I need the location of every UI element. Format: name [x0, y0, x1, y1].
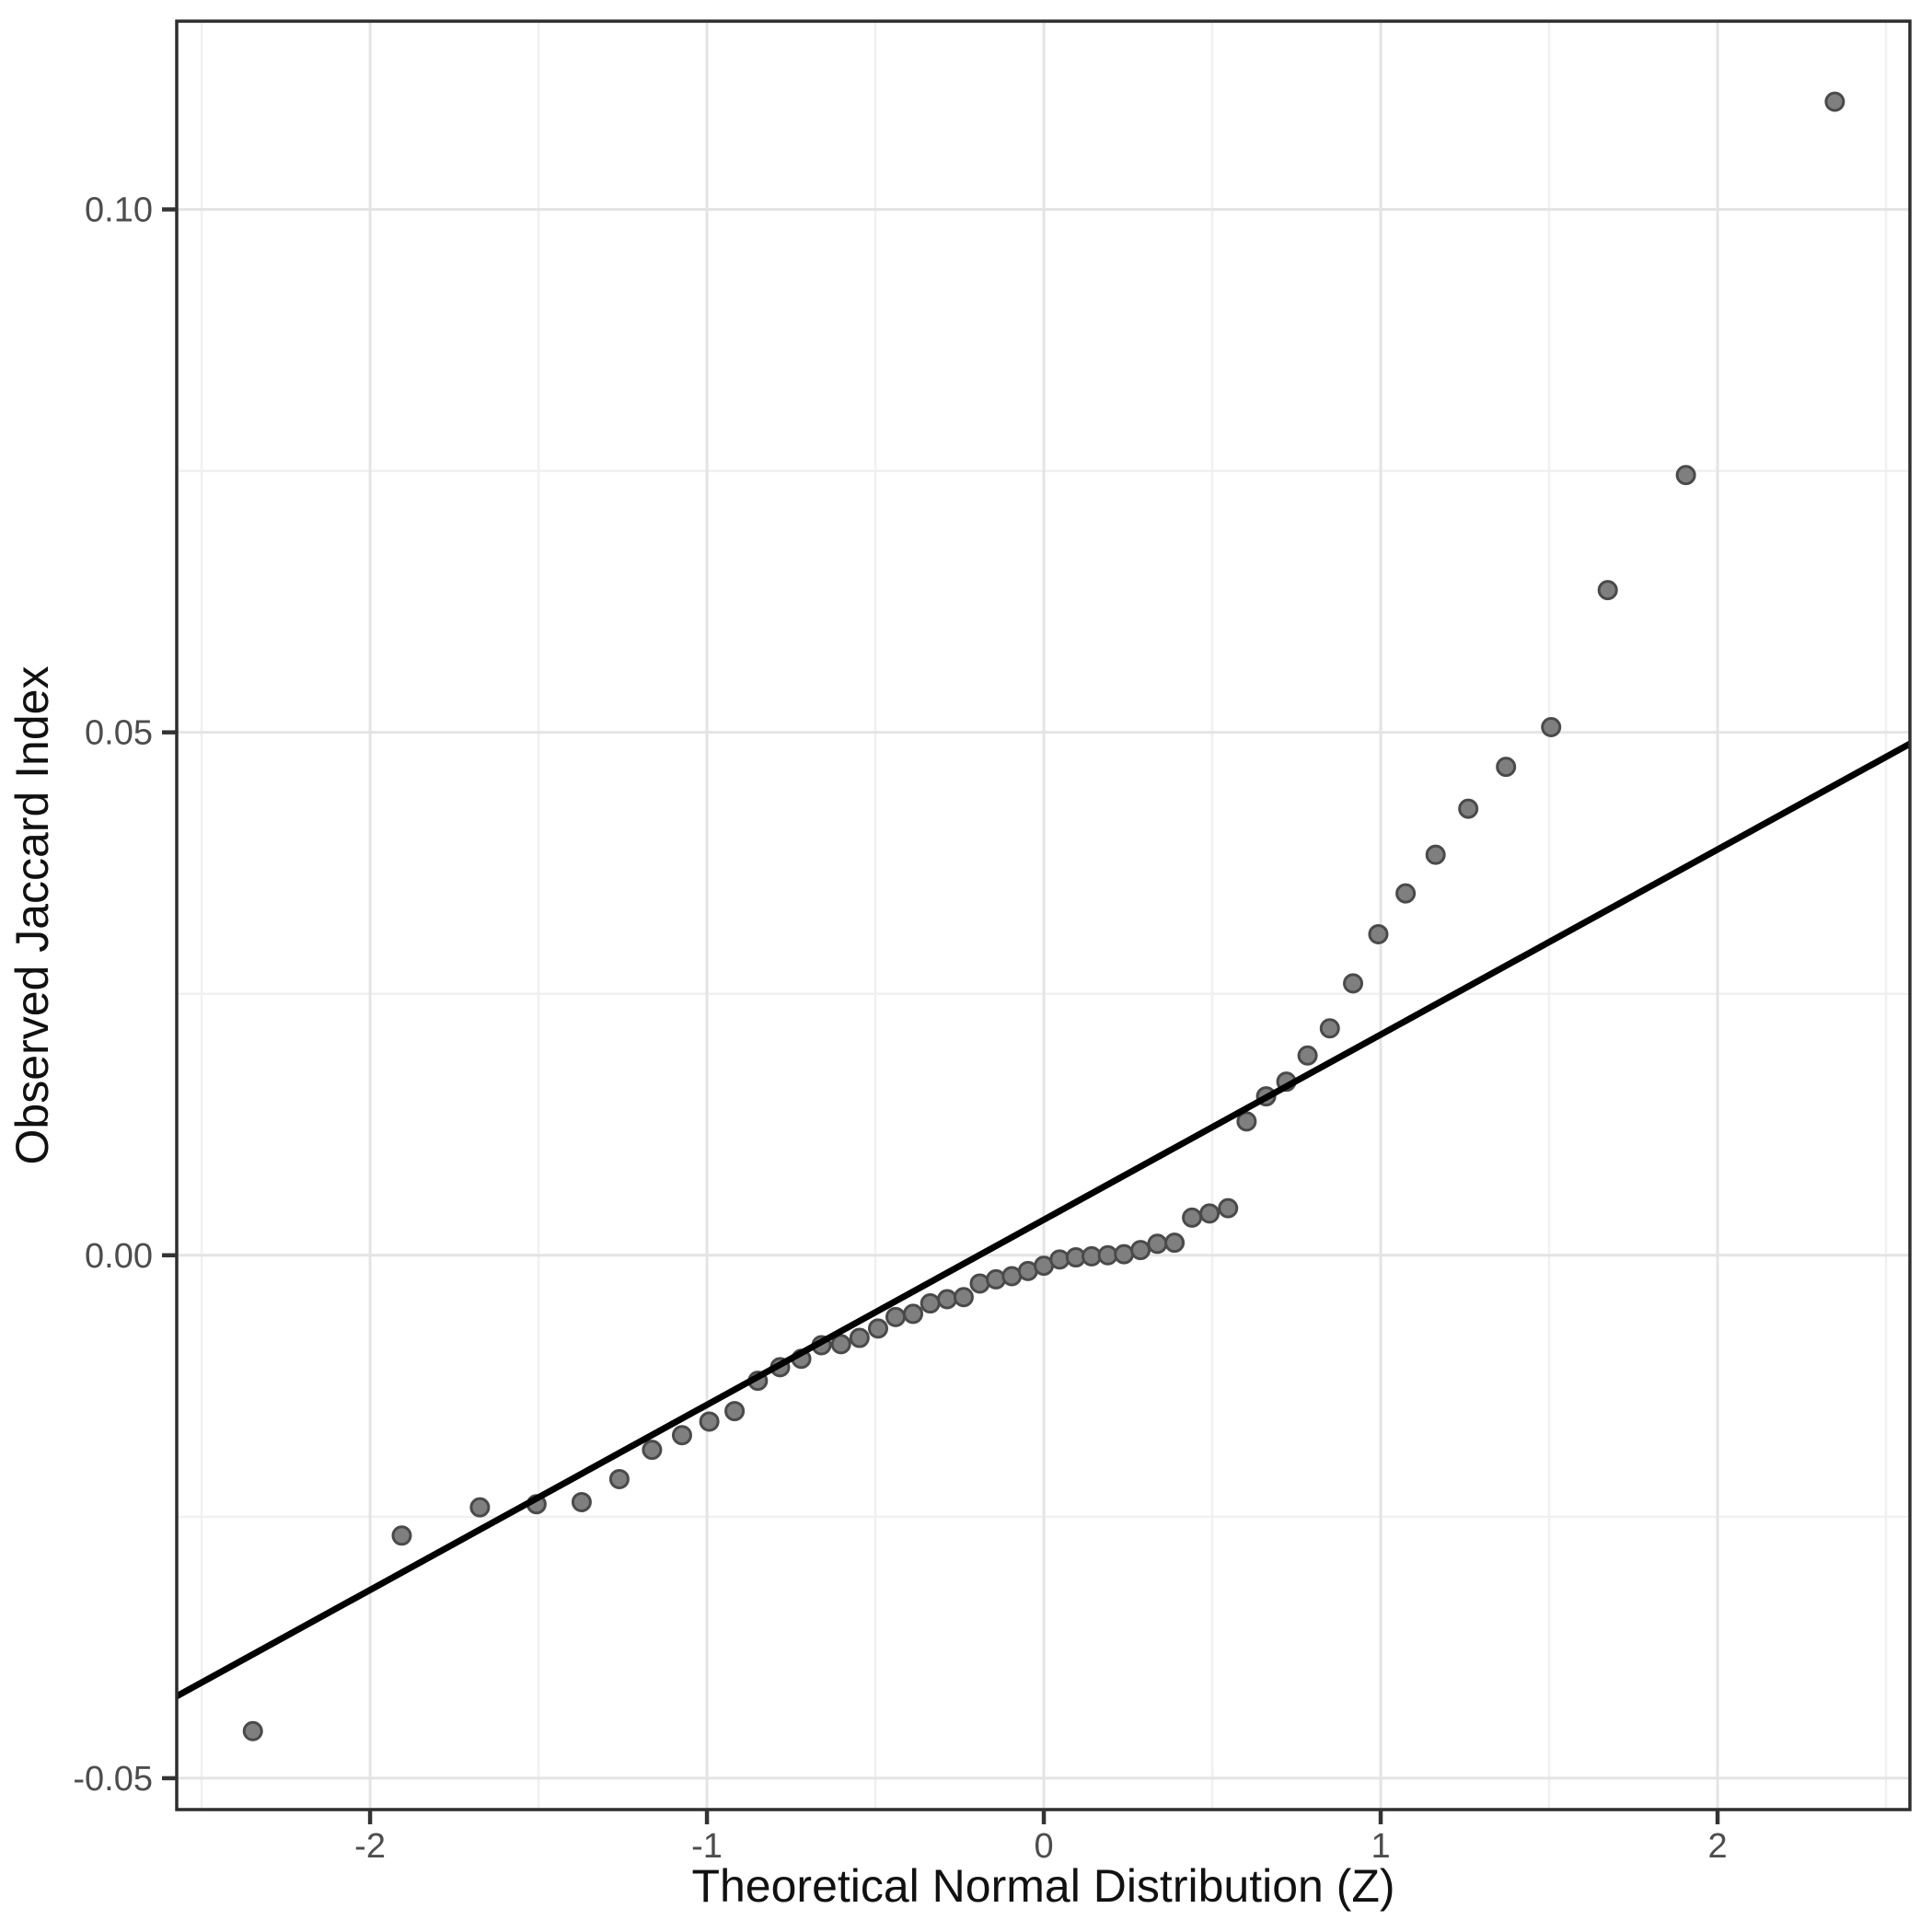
data-point	[1199, 1203, 1221, 1224]
y-tick-label: -0.05	[73, 1760, 153, 1799]
data-point	[903, 1303, 924, 1325]
data-point	[849, 1327, 870, 1348]
data-point	[1368, 923, 1389, 944]
data-point	[242, 1720, 263, 1741]
data-point	[920, 1293, 941, 1314]
x-tick-label: 0	[1034, 1827, 1053, 1866]
data-point	[986, 1268, 1007, 1290]
data-point	[469, 1497, 491, 1518]
data-point	[1597, 580, 1618, 601]
data-point	[830, 1334, 851, 1355]
data-point	[1675, 465, 1696, 486]
data-point	[1824, 91, 1845, 112]
data-point	[1458, 798, 1479, 819]
data-point	[724, 1401, 746, 1422]
data-point	[1164, 1232, 1186, 1254]
data-points	[242, 91, 1845, 1741]
major-gridlines	[177, 21, 1910, 1810]
data-point	[953, 1287, 974, 1308]
data-point	[391, 1525, 412, 1546]
data-point	[937, 1289, 958, 1310]
x-tick-label: 2	[1707, 1827, 1727, 1866]
data-point	[885, 1306, 907, 1327]
y-axis-title: Observed Jaccard Index	[6, 666, 58, 1165]
y-axis-tick-labels: 0.10 0.05 0.00 -0.05	[73, 191, 153, 1799]
data-point	[1130, 1240, 1151, 1261]
data-point	[608, 1468, 630, 1489]
y-tick-label: 0.10	[85, 191, 153, 230]
data-point	[1147, 1233, 1168, 1255]
data-point	[671, 1425, 692, 1446]
x-tick-label: -2	[354, 1827, 386, 1866]
data-point	[1236, 1111, 1257, 1132]
data-point	[1049, 1249, 1070, 1270]
data-point	[867, 1318, 888, 1339]
data-point	[1541, 716, 1562, 737]
axis-tick-marks	[162, 207, 1720, 1824]
data-point	[1114, 1244, 1135, 1265]
x-axis-tick-labels: -2 -1 0 1 2	[354, 1827, 1727, 1866]
data-point	[699, 1411, 720, 1432]
y-tick-label: 0.05	[85, 714, 153, 753]
data-point	[1425, 844, 1446, 865]
data-point	[1496, 757, 1517, 778]
data-point	[1395, 883, 1417, 904]
x-tick-label: -1	[691, 1827, 723, 1866]
y-tick-label: 0.00	[85, 1237, 153, 1276]
data-point	[642, 1440, 663, 1461]
data-point	[1182, 1207, 1203, 1228]
x-axis-title: Theoretical Normal Distribution (Z)	[691, 1860, 1394, 1912]
data-point	[1319, 1018, 1340, 1039]
data-point	[1343, 973, 1364, 994]
data-point	[1218, 1197, 1239, 1219]
x-tick-label: 1	[1371, 1827, 1390, 1866]
data-point	[1297, 1045, 1318, 1066]
data-point	[969, 1273, 990, 1294]
reference-line	[175, 741, 1912, 1699]
data-point	[571, 1491, 592, 1512]
